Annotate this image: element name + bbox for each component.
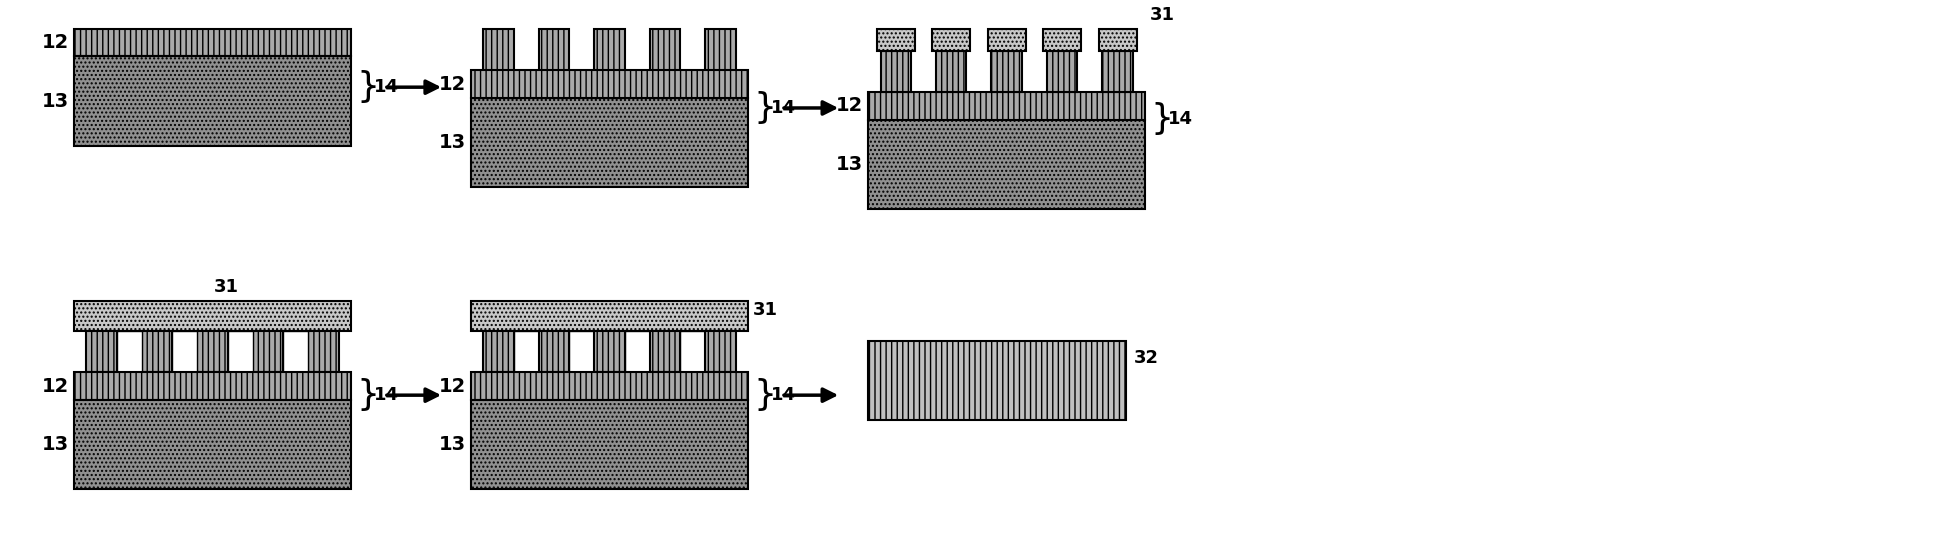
Bar: [651, 331, 680, 373]
Text: 31: 31: [754, 301, 777, 319]
Bar: [680, 331, 705, 373]
Bar: [74, 373, 351, 400]
Bar: [253, 331, 282, 373]
Bar: [705, 29, 736, 98]
Bar: [1042, 29, 1081, 51]
Text: 31: 31: [214, 278, 240, 296]
Bar: [228, 331, 253, 373]
Text: 14: 14: [771, 386, 797, 404]
Text: 13: 13: [41, 92, 68, 111]
Bar: [171, 331, 197, 373]
Text: 14: 14: [374, 386, 399, 404]
Text: 13: 13: [836, 155, 863, 174]
Bar: [869, 341, 1126, 420]
Bar: [117, 331, 142, 373]
Bar: [282, 331, 308, 373]
Text: }: }: [754, 91, 775, 125]
Text: 13: 13: [438, 435, 466, 454]
Bar: [514, 331, 540, 373]
Bar: [705, 331, 736, 373]
Bar: [74, 57, 351, 146]
Text: 12: 12: [438, 75, 466, 94]
Bar: [471, 98, 748, 187]
Text: }: }: [754, 378, 775, 412]
Bar: [594, 331, 625, 373]
Bar: [142, 331, 171, 373]
Bar: [471, 71, 748, 98]
Bar: [471, 400, 748, 489]
Bar: [625, 331, 651, 373]
Bar: [471, 373, 748, 400]
Text: 12: 12: [438, 377, 466, 396]
Text: 14: 14: [771, 99, 797, 117]
Bar: [869, 92, 1145, 120]
Bar: [540, 29, 569, 98]
Bar: [988, 29, 1027, 51]
Bar: [471, 301, 748, 331]
Text: 12: 12: [41, 33, 68, 52]
Bar: [86, 331, 117, 373]
Text: 13: 13: [41, 435, 68, 454]
Bar: [880, 51, 912, 92]
Text: }: }: [356, 378, 380, 412]
Bar: [933, 29, 970, 51]
Bar: [651, 29, 680, 98]
Bar: [877, 29, 916, 51]
Bar: [935, 51, 966, 92]
Bar: [992, 51, 1023, 92]
Text: }: }: [1149, 102, 1173, 136]
Text: }: }: [356, 70, 380, 104]
Text: 13: 13: [438, 133, 466, 152]
Text: 31: 31: [1149, 6, 1175, 24]
Bar: [1103, 51, 1134, 92]
Bar: [74, 400, 351, 489]
Bar: [74, 29, 351, 57]
Text: 12: 12: [836, 97, 863, 116]
Bar: [74, 301, 351, 331]
Bar: [869, 120, 1145, 209]
Text: 12: 12: [41, 377, 68, 396]
Bar: [197, 331, 228, 373]
Bar: [483, 29, 514, 98]
Bar: [483, 331, 514, 373]
Bar: [1046, 51, 1077, 92]
Bar: [540, 331, 569, 373]
Bar: [594, 29, 625, 98]
Text: 14: 14: [1169, 110, 1192, 128]
Text: 14: 14: [374, 78, 399, 96]
Bar: [569, 331, 594, 373]
Text: 32: 32: [1134, 349, 1159, 366]
Bar: [1099, 29, 1136, 51]
Bar: [308, 331, 339, 373]
